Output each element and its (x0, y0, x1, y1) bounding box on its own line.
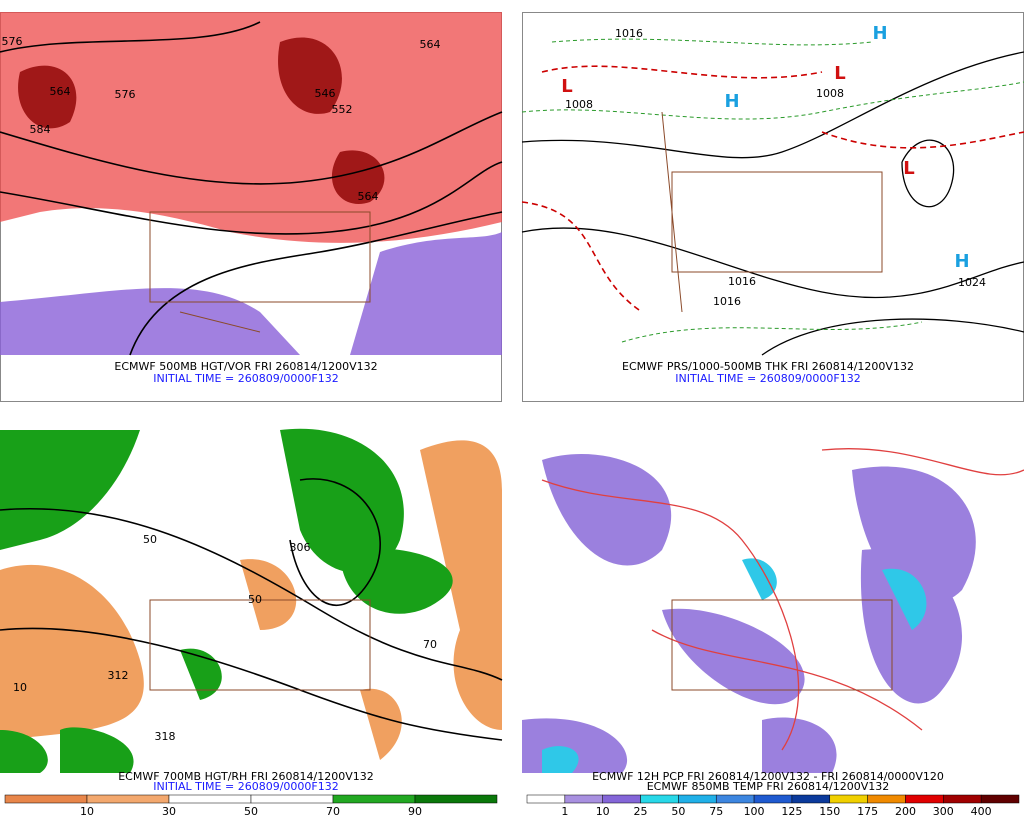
colorbar-label: 75 (709, 805, 723, 818)
contour-label: 1016 (615, 27, 643, 40)
colorbar-label: 50 (671, 805, 685, 818)
caption-initial: ECMWF 850MB TEMP FRI 260814/1200V132 (647, 780, 890, 793)
contour-label: 50 (248, 593, 262, 606)
map-500mb (0, 12, 503, 356)
map-pressure (521, 38, 1024, 356)
colorbar-label: 150 (819, 805, 840, 818)
contour-label: 546 (315, 87, 336, 100)
contour-label: 50 (143, 533, 157, 546)
caption-initial: INITIAL TIME = 260809/0000F132 (675, 372, 860, 385)
colorbar-segment (640, 794, 679, 804)
contour-label: 1008 (816, 87, 844, 100)
pressure-center: H (954, 251, 969, 272)
colorbar-segment (678, 794, 717, 804)
pressure-center: L (561, 76, 572, 97)
colorbar-segment (564, 794, 603, 804)
contour-label: 312 (108, 669, 129, 682)
pressure-center: L (834, 63, 845, 84)
colorbar-label: 200 (895, 805, 916, 818)
colorbar-segment (905, 794, 944, 804)
map-precip (522, 448, 1024, 773)
panel-frame (522, 12, 1024, 402)
colorbar-segment (414, 794, 498, 804)
colorbar-segment (753, 794, 793, 804)
colorbar-segment (943, 794, 982, 804)
colorbar-segment (715, 794, 755, 804)
colorbar-segment (867, 794, 906, 804)
colorbar-segment (829, 794, 868, 804)
caption: ECMWF 12H PCP FRI 260814/1200V132 - FRI … (592, 770, 944, 783)
contour-label: 10 (13, 681, 27, 694)
caption-initial: INITIAL TIME = 260809/0000F132 (153, 372, 338, 385)
colorbar-segment (168, 794, 252, 804)
colorbar-label: 100 (744, 805, 765, 818)
pressure-center: H (724, 91, 739, 112)
caption: ECMWF 700MB HGT/RH FRI 260814/1200V132 (118, 770, 374, 783)
colorbar-label: 70 (326, 805, 340, 818)
colorbar-label: 10 (596, 805, 610, 818)
contour-label: 564 (420, 38, 441, 51)
colorbar-label: 50 (244, 805, 258, 818)
contour-label: 552 (332, 103, 353, 116)
contour-label: 584 (30, 123, 51, 136)
colorbar-label: 25 (634, 805, 648, 818)
pressure-center: H (872, 23, 887, 44)
colorbar-segment (602, 794, 641, 804)
colorbar-label: 1 (561, 805, 568, 818)
colorbar-label: 300 (933, 805, 954, 818)
colorbar-segment (4, 794, 88, 804)
contour-label: 1024 (958, 276, 986, 289)
colorbar-label: 400 (971, 805, 992, 818)
colorbar-segment (980, 794, 1020, 804)
contour-label: 576 (2, 35, 23, 48)
colorbar-segment (332, 794, 416, 804)
contour-label: 564 (358, 190, 379, 203)
contour-label: 576 (115, 88, 136, 101)
colorbar-segment (86, 794, 170, 804)
colorbar-segment (526, 794, 566, 804)
colorbar-label: 90 (408, 805, 422, 818)
colorbar-label: 125 (781, 805, 802, 818)
contour-label: 1008 (565, 98, 593, 111)
colorbar-label: 30 (162, 805, 176, 818)
colorbar-segment (250, 794, 334, 804)
contour-label: 1016 (728, 275, 756, 288)
colorbar-label: 10 (80, 805, 94, 818)
contour-label: 70 (423, 638, 437, 651)
contour-label: 564 (50, 85, 71, 98)
caption: ECMWF 500MB HGT/VOR FRI 260814/1200V132 (114, 360, 377, 373)
colorbar-segment (791, 794, 831, 804)
contour-label: 306 (290, 541, 311, 554)
colorbar-label: 175 (857, 805, 878, 818)
pressure-center: L (903, 158, 914, 179)
contour-label: 1016 (713, 295, 741, 308)
contour-label: 318 (155, 730, 176, 743)
caption-initial: INITIAL TIME = 260809/0000F132 (153, 780, 338, 793)
map-700mb (0, 428, 503, 773)
caption: ECMWF PRS/1000-500MB THK FRI 260814/1200… (622, 360, 914, 373)
